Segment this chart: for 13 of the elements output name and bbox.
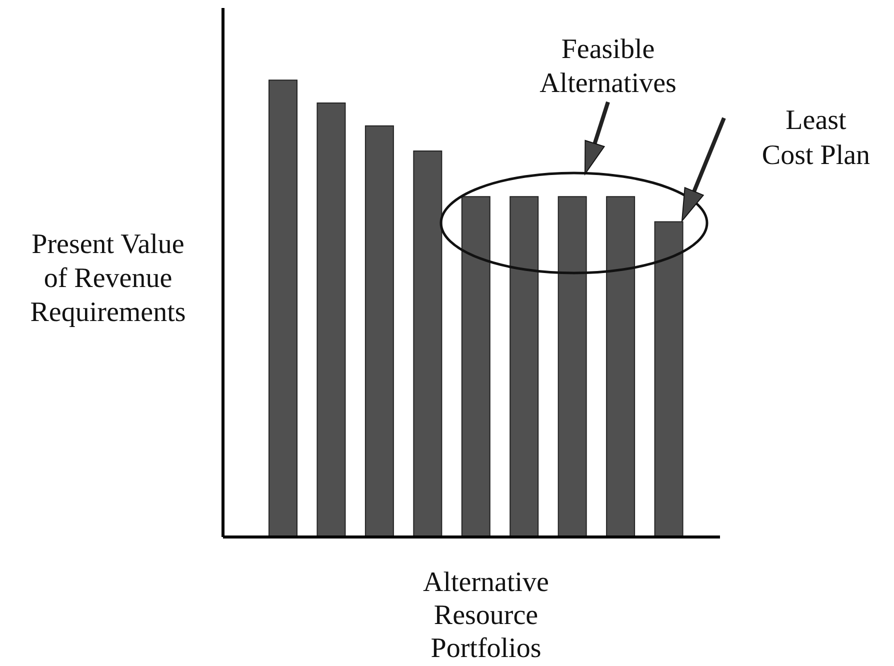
bar	[413, 150, 442, 537]
bar	[461, 196, 490, 537]
annotation: Feasible Alternatives	[538, 33, 678, 101]
bar	[558, 196, 587, 537]
bar	[654, 221, 684, 537]
bar	[606, 196, 636, 537]
bar	[510, 196, 539, 537]
y-axis-title: Present Value of Revenue Requirements	[29, 228, 187, 330]
x-axis-title: Alternative Resource Portfolios	[422, 566, 550, 665]
bar	[364, 125, 394, 537]
bar	[268, 80, 298, 537]
bar	[316, 102, 346, 537]
text: Least Cost Plan	[760, 104, 872, 173]
